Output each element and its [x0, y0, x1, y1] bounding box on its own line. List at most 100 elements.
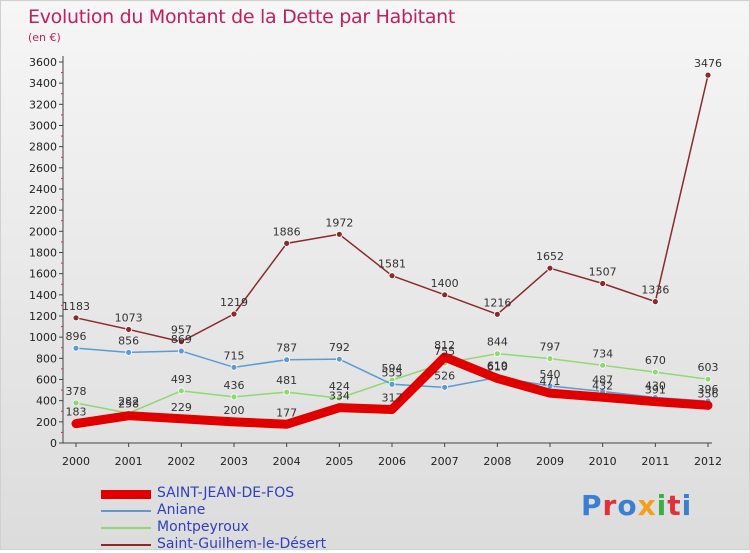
data-point-1 [441, 383, 449, 391]
data-point-3 [441, 291, 449, 299]
data-point-3 [651, 298, 659, 306]
data-point-1 [177, 347, 185, 355]
data-point-3 [230, 310, 238, 318]
data-label: 430 [645, 379, 666, 392]
data-point-0 [494, 375, 501, 382]
proxiti-logo: Proxiti [581, 489, 692, 522]
data-label: 715 [224, 349, 245, 362]
data-label: 200 [224, 404, 245, 417]
data-point-0 [547, 390, 553, 397]
data-point-3 [599, 280, 607, 287]
data-point-0 [231, 418, 237, 425]
data-point-0 [73, 420, 79, 427]
data-point-2 [599, 361, 607, 369]
data-label: 555 [382, 366, 403, 379]
data-label: 391 [645, 384, 666, 397]
data-point-0 [125, 412, 132, 419]
data-point-3 [72, 314, 80, 322]
logo-letter: P [581, 489, 603, 522]
legend-item: Montpeyroux [101, 519, 401, 536]
data-point-0 [652, 398, 659, 405]
series-line-3 [75, 74, 709, 343]
data-point-0 [599, 394, 606, 401]
logo-letter: i [656, 489, 668, 522]
legend-swatch [101, 510, 151, 512]
data-label: 493 [171, 373, 192, 386]
data-label: 432 [592, 379, 613, 392]
y-tick-label: 200 [36, 416, 57, 429]
data-point-3 [546, 264, 554, 272]
data-label: 1886 [273, 225, 301, 238]
data-label: 1972 [325, 216, 353, 229]
data-label: 792 [329, 341, 350, 354]
data-label: 3476 [694, 57, 722, 70]
y-tick-label: 0 [50, 437, 57, 450]
data-point-2 [72, 399, 80, 407]
data-point-1 [72, 344, 80, 352]
data-label: 1581 [378, 258, 406, 271]
data-point-2 [704, 375, 712, 383]
chart-title: Evolution du Montant de la Dette par Hab… [28, 6, 456, 28]
y-tick-label: 1000 [29, 331, 57, 344]
data-label: 1400 [431, 277, 459, 290]
legend-item: Aniane [101, 502, 401, 519]
logo-letter: t [667, 489, 682, 522]
data-label: 317 [382, 391, 403, 404]
data-label: 1652 [536, 250, 564, 263]
logo-letter: r [602, 489, 618, 522]
data-label: 229 [171, 401, 192, 414]
data-point-0 [178, 415, 185, 422]
x-tick-label: 2010 [589, 455, 617, 468]
y-tick-label: 2000 [29, 225, 57, 238]
data-label: 812 [434, 339, 455, 352]
legend-swatch [101, 527, 151, 529]
data-label: 526 [434, 369, 455, 382]
data-point-0 [441, 354, 448, 361]
data-point-1 [335, 355, 343, 363]
data-label: 396 [698, 383, 719, 396]
data-label: 481 [276, 374, 297, 387]
data-label: 282 [118, 395, 139, 408]
y-tick-label: 2200 [29, 204, 57, 217]
data-point-1 [230, 363, 238, 371]
data-point-1 [125, 349, 133, 356]
data-label: 603 [698, 361, 719, 374]
data-label: 1336 [641, 284, 669, 297]
legend-item: Saint-Guilhem-le-Désert [101, 536, 401, 553]
data-point-3 [125, 326, 133, 333]
chart-unit: (en €) [28, 31, 61, 44]
data-label: 183 [66, 406, 87, 419]
data-label: 869 [171, 333, 192, 346]
data-label: 619 [487, 359, 508, 372]
x-tick-label: 2012 [694, 455, 722, 468]
x-tick-label: 2001 [115, 455, 143, 468]
data-label: 755 [434, 345, 455, 358]
data-label: 471 [540, 375, 561, 388]
legend-swatch [101, 544, 151, 546]
data-label: 1216 [483, 296, 511, 309]
data-point-1 [388, 380, 396, 388]
data-point-0 [705, 402, 711, 409]
x-tick-label: 2007 [431, 455, 459, 468]
y-tick-label: 2600 [29, 162, 57, 175]
x-tick-label: 2011 [641, 455, 669, 468]
data-label: 594 [382, 362, 403, 375]
data-point-2 [335, 394, 343, 402]
data-point-2 [651, 368, 659, 376]
data-label: 1183 [62, 300, 90, 313]
y-tick-label: 800 [36, 352, 57, 365]
data-label: 334 [329, 390, 350, 403]
data-point-1 [283, 356, 291, 364]
data-label: 957 [171, 324, 192, 337]
data-label: 436 [224, 379, 245, 392]
y-tick-label: 3600 [29, 56, 57, 69]
data-label: 356 [698, 387, 719, 400]
x-tick-label: 2008 [483, 455, 511, 468]
data-label: 856 [118, 334, 139, 347]
data-label: 797 [540, 341, 561, 354]
data-label: 844 [487, 336, 508, 349]
data-point-0 [336, 404, 343, 411]
y-tick-label: 1800 [29, 247, 57, 260]
x-tick-label: 2009 [536, 455, 564, 468]
